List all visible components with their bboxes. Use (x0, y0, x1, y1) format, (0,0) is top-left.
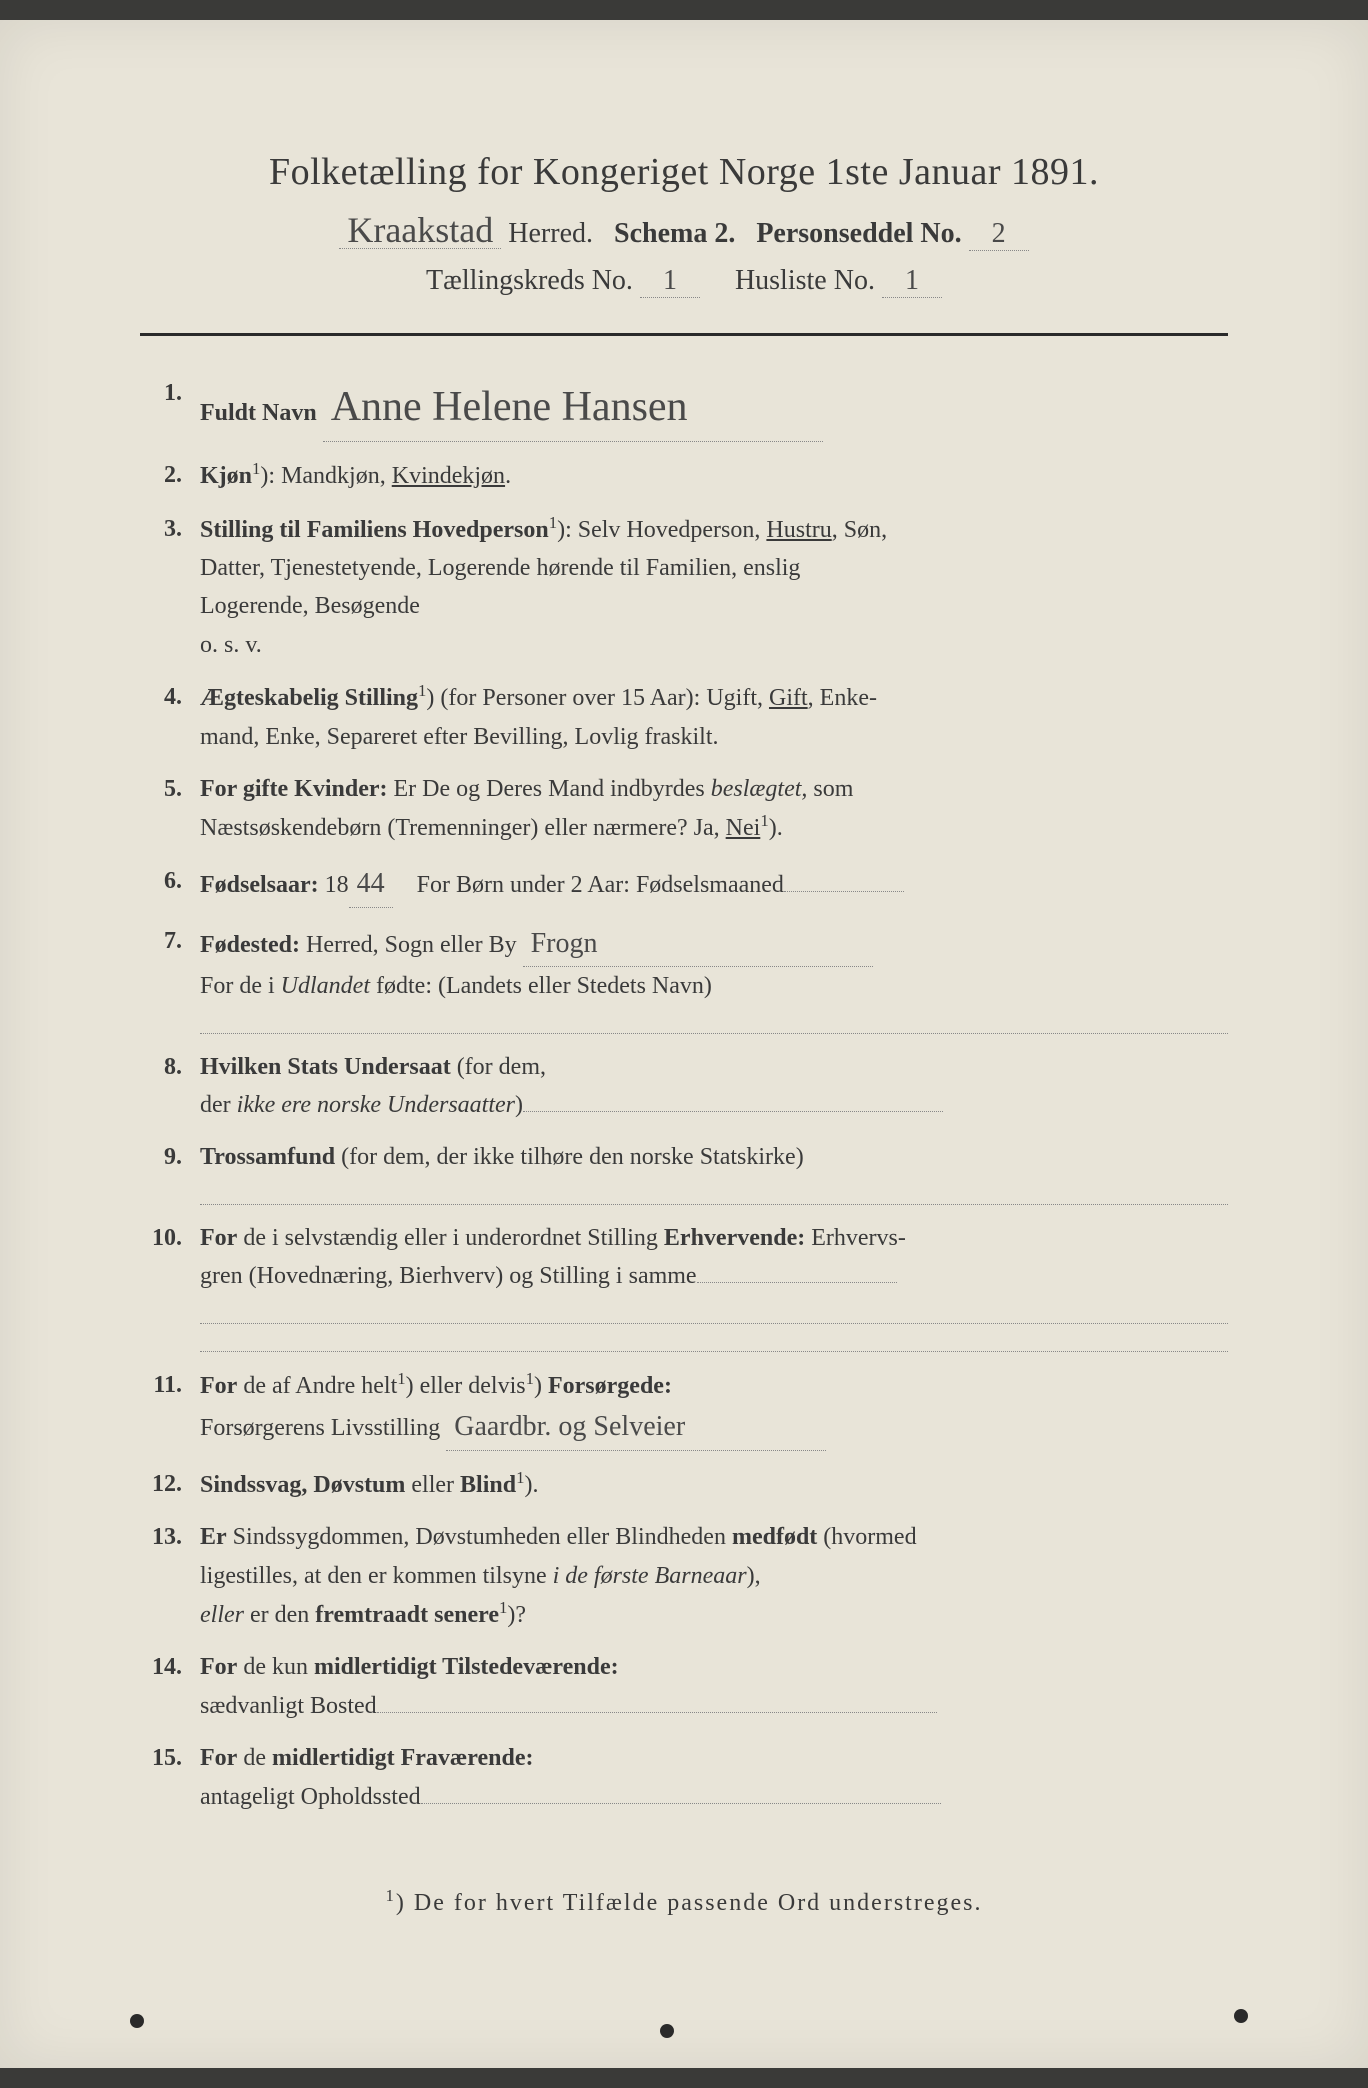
item-label: For gifte Kvinder: (200, 776, 388, 802)
footnote: 1) De for hvert Tilfælde passende Ord un… (140, 1886, 1228, 1917)
birthplace-value: Frogn (523, 922, 873, 968)
item-12: 12. Sindssvag, Døvstum eller Blind1). (140, 1465, 1228, 1504)
item-label: Hvilken Stats Undersaat (200, 1054, 451, 1080)
schema-label: Schema 2. (614, 218, 735, 249)
item-3: 3. Stilling til Familiens Hovedperson1):… (140, 510, 1228, 665)
selected-related: Nei (726, 815, 761, 841)
provider-value: Gaardbr. og Selveier (446, 1405, 826, 1451)
form-subtitle-1: Kraakstad Herred. Schema 2. Personseddel… (140, 212, 1228, 251)
item-label: For (200, 1373, 237, 1399)
item-num: 8. (140, 1048, 200, 1125)
form-body: 1. Fuldt Navn Anne Helene Hansen 2. Kjøn… (140, 374, 1228, 1816)
item-11: 11. For de af Andre helt1) eller delvis1… (140, 1366, 1228, 1451)
item-num: 14. (140, 1648, 200, 1725)
name-value: Anne Helene Hansen (323, 374, 823, 442)
selected-relation: Hustru (766, 517, 831, 543)
item-num: 13. (140, 1518, 200, 1634)
item-label: For (200, 1654, 237, 1680)
item-label: Ægteskabelig Stilling (200, 685, 418, 711)
item-label: Stilling til Familiens Hovedperson (200, 517, 549, 543)
item-9: 9. Trossamfund (for dem, der ikke tilhør… (140, 1138, 1228, 1204)
item-10: 10. For de i selvstændig eller i underor… (140, 1219, 1228, 1352)
item-6: 6. Fødselsaar: 1844 For Børn under 2 Aar… (140, 862, 1228, 908)
item-5: 5. For gifte Kvinder: Er De og Deres Man… (140, 770, 1228, 848)
item-num: 4. (140, 678, 200, 756)
item-label: Fuldt Navn (200, 400, 317, 426)
item-label: Trossamfund (200, 1144, 335, 1170)
item-label: Fødested: (200, 932, 300, 958)
item-num: 3. (140, 510, 200, 665)
item-num: 2. (140, 456, 200, 495)
kreds-no: 1 (640, 265, 700, 298)
item-1: 1. Fuldt Navn Anne Helene Hansen (140, 374, 1228, 442)
item-7: 7. Fødested: Herred, Sogn eller By Frogn… (140, 922, 1228, 1034)
item-4: 4. Ægteskabelig Stilling1) (for Personer… (140, 678, 1228, 756)
item-num: 7. (140, 922, 200, 1034)
item-label: Er (200, 1524, 227, 1550)
item-label: Kjøn (200, 463, 252, 489)
ink-spot (130, 2014, 144, 2028)
item-num: 15. (140, 1739, 200, 1816)
herred-value: Kraakstad (339, 212, 501, 249)
header-divider (140, 333, 1228, 336)
item-num: 11. (140, 1366, 200, 1451)
item-label: Sindssvag, Døvstum (200, 1472, 405, 1498)
item-num: 5. (140, 770, 200, 848)
item-14: 14. For de kun midlertidigt Tilstedevære… (140, 1648, 1228, 1725)
selected-sex: Kvindekjøn (392, 463, 505, 489)
item-13: 13. Er Sindssygdommen, Døvstumheden elle… (140, 1518, 1228, 1634)
item-num: 12. (140, 1465, 200, 1504)
item-8: 8. Hvilken Stats Undersaat (for dem, der… (140, 1048, 1228, 1125)
item-num: 10. (140, 1219, 200, 1352)
census-form-page: Folketælling for Kongeriget Norge 1ste J… (0, 20, 1368, 2068)
item-15: 15. For de midlertidigt Fraværende: anta… (140, 1739, 1228, 1816)
husliste-no: 1 (882, 265, 942, 298)
form-subtitle-2: Tællingskreds No. 1 Husliste No. 1 (140, 265, 1228, 298)
item-num: 6. (140, 862, 200, 908)
birth-year: 44 (349, 862, 393, 908)
ink-spot (660, 2024, 674, 2038)
husliste-label: Husliste No. (735, 265, 875, 296)
selected-marital: Gift (769, 685, 808, 711)
item-num: 1. (140, 374, 200, 442)
person-label: Personseddel No. (756, 218, 961, 249)
herred-label: Herred. (508, 218, 593, 249)
item-label: For (200, 1225, 237, 1251)
person-no: 2 (969, 218, 1029, 251)
item-label: For (200, 1745, 237, 1771)
item-2: 2. Kjøn1): Mandkjøn, Kvindekjøn. (140, 456, 1228, 495)
kreds-label: Tællingskreds No. (426, 265, 633, 296)
ink-spot (1234, 2009, 1248, 2023)
form-header: Folketælling for Kongeriget Norge 1ste J… (140, 150, 1228, 298)
item-label: Fødselsaar: (200, 872, 319, 898)
item-num: 9. (140, 1138, 200, 1204)
form-title: Folketælling for Kongeriget Norge 1ste J… (140, 150, 1228, 194)
